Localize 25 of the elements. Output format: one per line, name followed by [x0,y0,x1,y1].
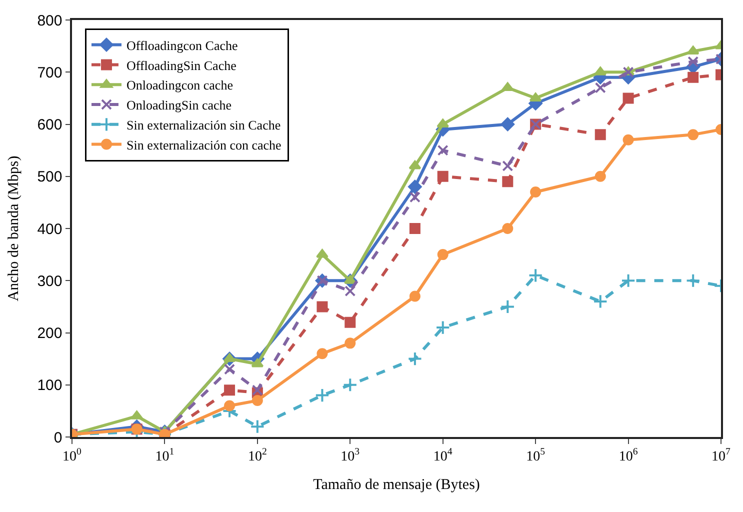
x-tick-label: 10$^{3}$ [340,446,360,465]
y-tick-label: 100 [37,377,62,394]
x-tick-label: 10$^{5}$ [526,446,546,465]
y-tick-label: 600 [37,116,62,134]
y-tick-label: 200 [37,325,62,342]
legend-label: Onloadingcon cache [126,78,234,93]
legend-label: OnloadingSin cache [126,98,232,113]
legend-label: OffloadingSin Cache [126,58,237,73]
y-tick-label: 500 [37,168,62,186]
x-tick-label: 10$^{2}$ [248,446,267,465]
y-tick-label: 700 [37,64,62,82]
legend-label: Sin externalización con cache [126,137,282,152]
x-tick-label: 10$^{7}$ [712,446,731,465]
x-tick-label: 10$^{1}$ [155,446,174,465]
x-tick-label: 10$^{0}$ [62,446,82,465]
y-tick-label: 0 [54,429,62,446]
y-tick-label: 800 [37,12,62,30]
x-tick-label: 10$^{6}$ [618,446,638,465]
x-tick-label: 10$^{4}$ [433,446,452,465]
legend-label: Sin externalización sin Cache [126,117,281,132]
x-axis-title: Tamaño de mensaje (Bytes) [313,477,480,494]
legend-label: Offloadingcon Cache [126,38,238,53]
y-tick-label: 400 [37,220,62,238]
y-tick-label: 300 [37,272,62,290]
y-axis-title: Ancho de banda (Mbps) [6,156,22,302]
